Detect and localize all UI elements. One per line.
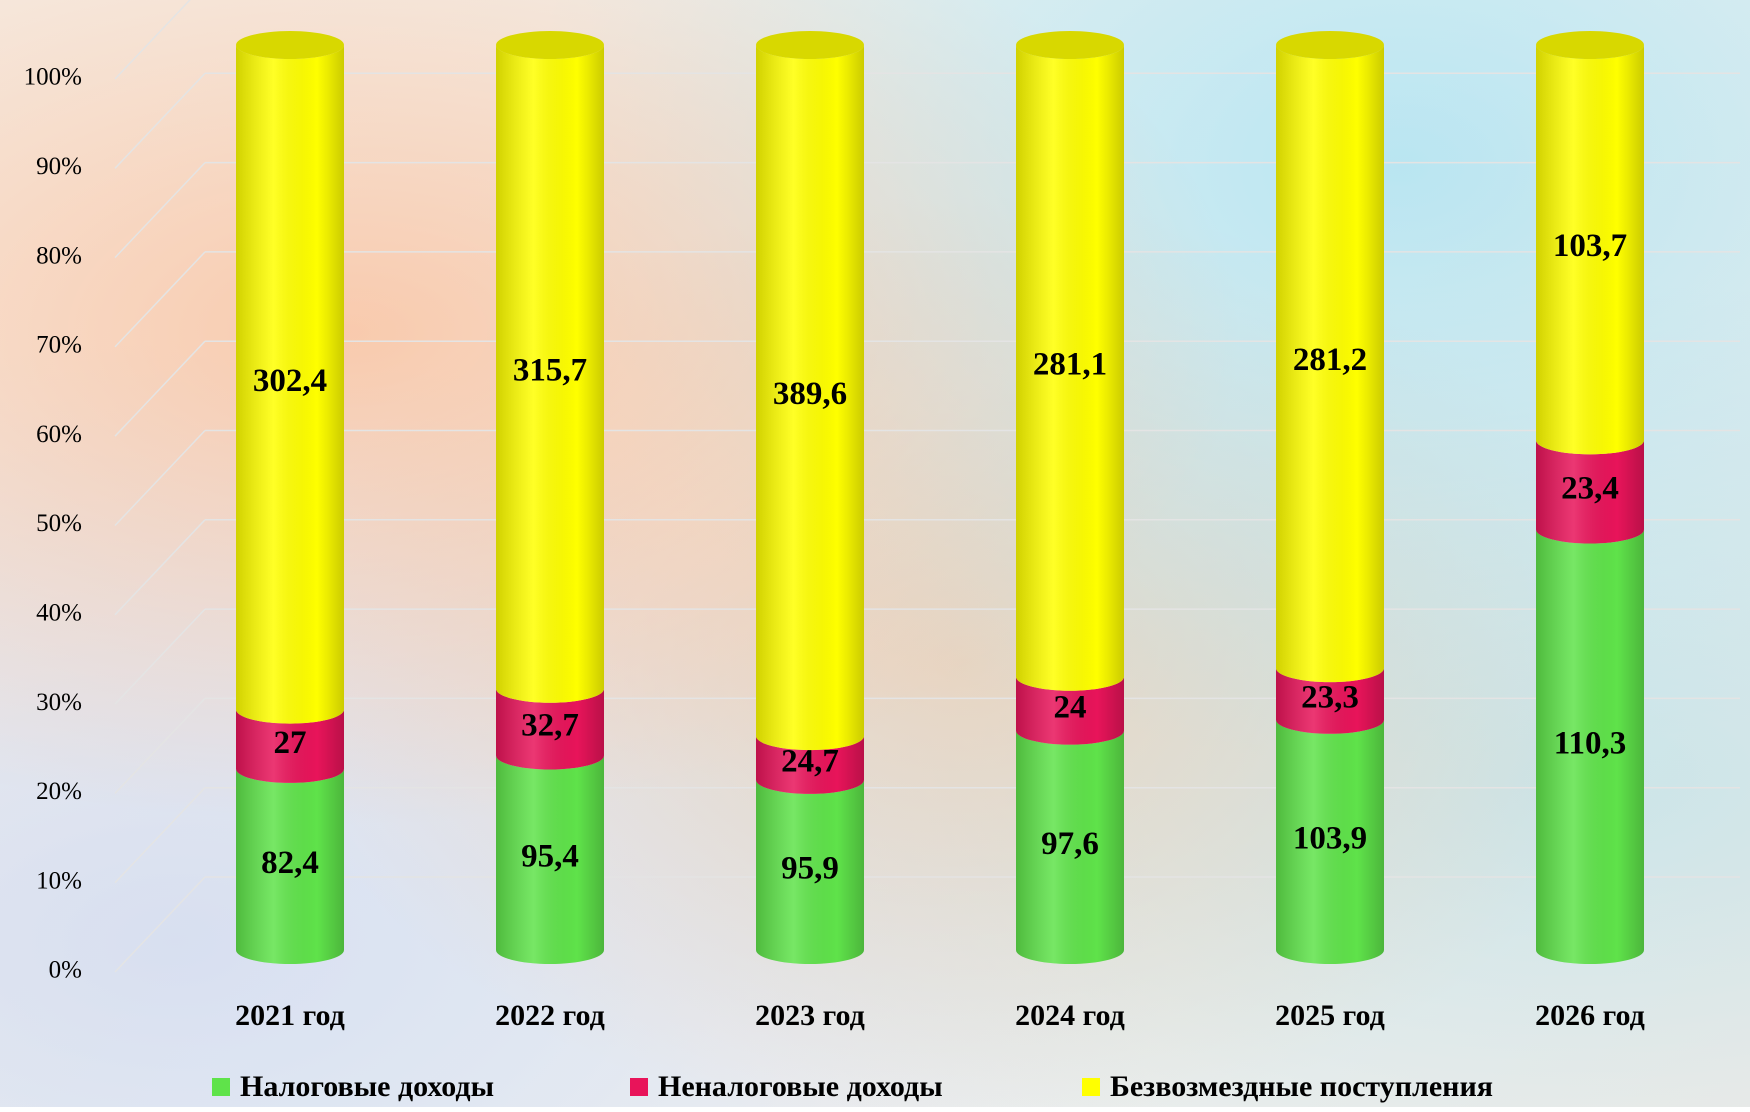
bar-shade [756,45,864,751]
bar-top [1016,31,1124,59]
bar-top [1276,31,1384,59]
grid-line [114,697,206,794]
y-tick-label: 80% [36,242,82,269]
data-label: 95,9 [781,851,839,887]
data-label: 97,6 [1041,826,1099,862]
grid-line [114,251,206,348]
legend-marker [630,1078,648,1096]
data-label: 103,9 [1293,820,1367,856]
legend-label: Безвозмездные поступления [1110,1070,1493,1103]
grid-line [114,787,206,884]
grid-line [114,0,191,80]
x-tick-label: 2021 год [235,999,345,1032]
bar-shade [1016,676,1124,745]
grid-line [114,876,206,973]
x-tick-label: 2022 год [495,999,605,1032]
bar-shade [1536,440,1644,544]
data-label: 23,4 [1561,470,1619,506]
y-tick-label: 60% [36,421,82,448]
y-tick-label: 40% [36,600,82,627]
grid-line [114,72,206,169]
bar-top [1536,31,1644,59]
bar-shade [236,768,344,964]
legend-marker [1082,1078,1100,1096]
bar-shade [1536,529,1644,964]
y-tick-label: 70% [36,332,82,359]
bar-shade [1276,719,1384,964]
data-label: 103,7 [1553,228,1627,264]
grid-line [114,429,206,527]
data-label: 82,4 [261,845,319,881]
legend-marker [212,1078,230,1096]
bar-shade [1016,730,1124,964]
data-label: 389,6 [773,376,847,412]
data-label: 95,4 [521,838,579,874]
data-label: 281,2 [1293,342,1367,378]
bar-shade [756,736,864,794]
data-label: 110,3 [1554,725,1626,761]
data-label: 302,4 [253,363,327,399]
bar-top [756,31,864,59]
y-tick-label: 30% [36,689,82,716]
grid-line [114,162,206,259]
x-tick-label: 2023 год [755,999,865,1032]
x-tick-label: 2026 год [1535,999,1645,1032]
x-tick-label: 2024 год [1015,999,1125,1032]
bar-top [496,31,604,59]
data-label: 315,7 [513,352,587,388]
y-tick-label: 10% [36,867,82,894]
bar-shade [1536,45,1644,455]
y-tick-label: 50% [36,510,82,537]
data-label: 23,3 [1301,680,1359,716]
bar-shade [496,755,604,964]
bar-shade [756,779,864,964]
y-tick-label: 0% [49,957,82,984]
bar-shade [1276,668,1384,734]
x-tick-label: 2025 год [1275,999,1385,1032]
grid-line [114,340,206,437]
y-tick-label: 100% [24,64,82,91]
bar-shade [496,688,604,770]
grid-line [114,608,206,705]
data-label: 24 [1054,689,1087,725]
bar-shade [236,45,344,724]
legend-label: Неналоговые доходы [658,1070,943,1103]
bar-top [236,31,344,59]
bar-shade [496,45,604,703]
grid-line [114,519,206,616]
bar-shade [1276,45,1384,683]
data-label: 27 [274,725,307,761]
y-tick-label: 90% [36,153,82,180]
data-label: 32,7 [521,708,579,744]
y-tick-label: 20% [36,778,82,805]
legend-label: Налоговые доходы [240,1070,494,1103]
bar-shade [236,709,344,783]
data-label: 281,1 [1033,346,1107,382]
bar-shade [1016,45,1124,691]
